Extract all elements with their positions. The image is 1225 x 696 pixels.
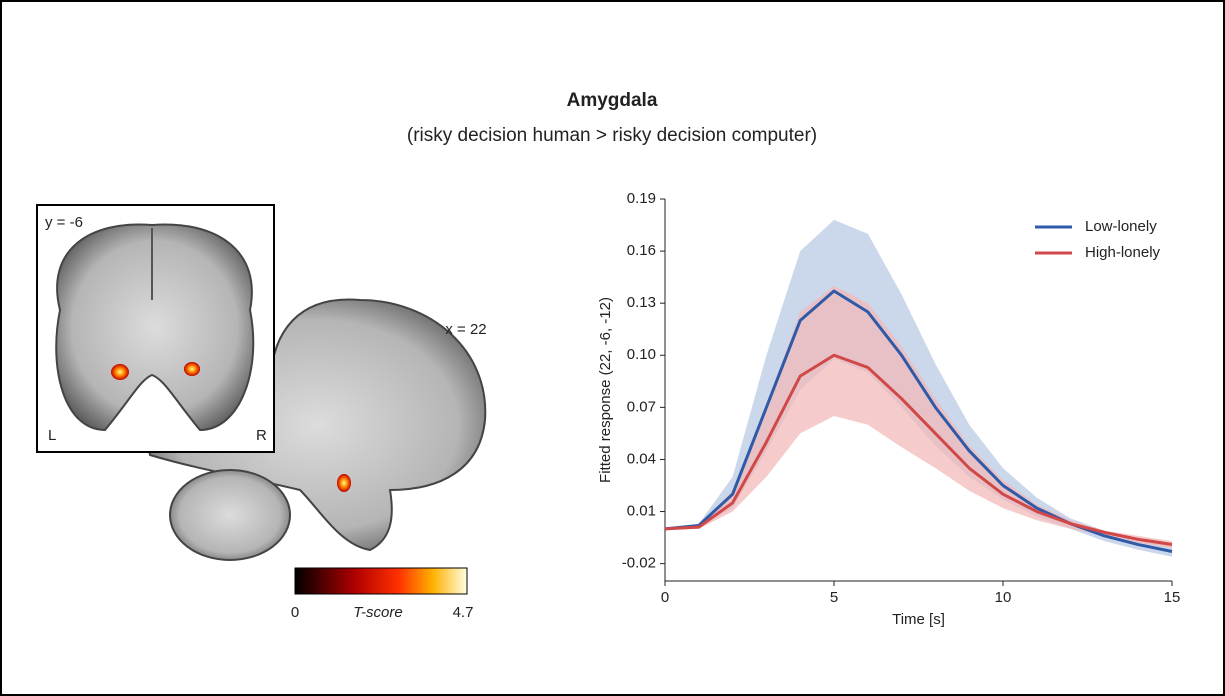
colorbar-max: 4.7	[453, 604, 474, 621]
colorbar-label: T-score	[353, 604, 402, 621]
x-tick-label: 5	[830, 589, 838, 606]
coronal-label: y = -6	[45, 214, 83, 231]
y-tick-label: 0.04	[627, 450, 656, 467]
y-tick-label: 0.10	[627, 346, 656, 363]
y-tick-label: 0.16	[627, 242, 656, 259]
coronal-inset: y = -6 L R	[37, 205, 274, 452]
colorbar: 0 T-score 4.7	[291, 568, 474, 621]
x-tick-label: 10	[995, 589, 1012, 606]
legend-label: Low-lonely	[1085, 218, 1157, 235]
y-tick-label: 0.19	[627, 190, 656, 207]
right-label: R	[256, 427, 267, 444]
legend-label: High-lonely	[1085, 244, 1161, 261]
y-axis-label: Fitted response (22, -6, -12)	[597, 297, 614, 483]
y-tick-label: 0.01	[627, 503, 656, 520]
y-tick-label: 0.13	[627, 294, 656, 311]
left-label: L	[48, 427, 56, 444]
subtitle: (risky decision human > risky decision c…	[407, 125, 817, 146]
colorbar-min: 0	[291, 604, 299, 621]
sagittal-label: x = 22	[445, 321, 486, 338]
x-axis-label: Time [s]	[892, 611, 945, 628]
x-tick-label: 15	[1164, 589, 1181, 606]
x-tick-label: 0	[661, 589, 669, 606]
title: Amygdala	[567, 90, 658, 111]
line-chart: -0.02 0.01 0.04 0.07 0.10 0.13 0.16 0.19 0 5 10 15 T…	[597, 190, 1180, 628]
y-tick-label: -0.02	[622, 555, 656, 572]
figure: Amygdala (risky decision human > risky d…	[0, 0, 1225, 696]
y-tick-label: 0.07	[627, 398, 656, 415]
